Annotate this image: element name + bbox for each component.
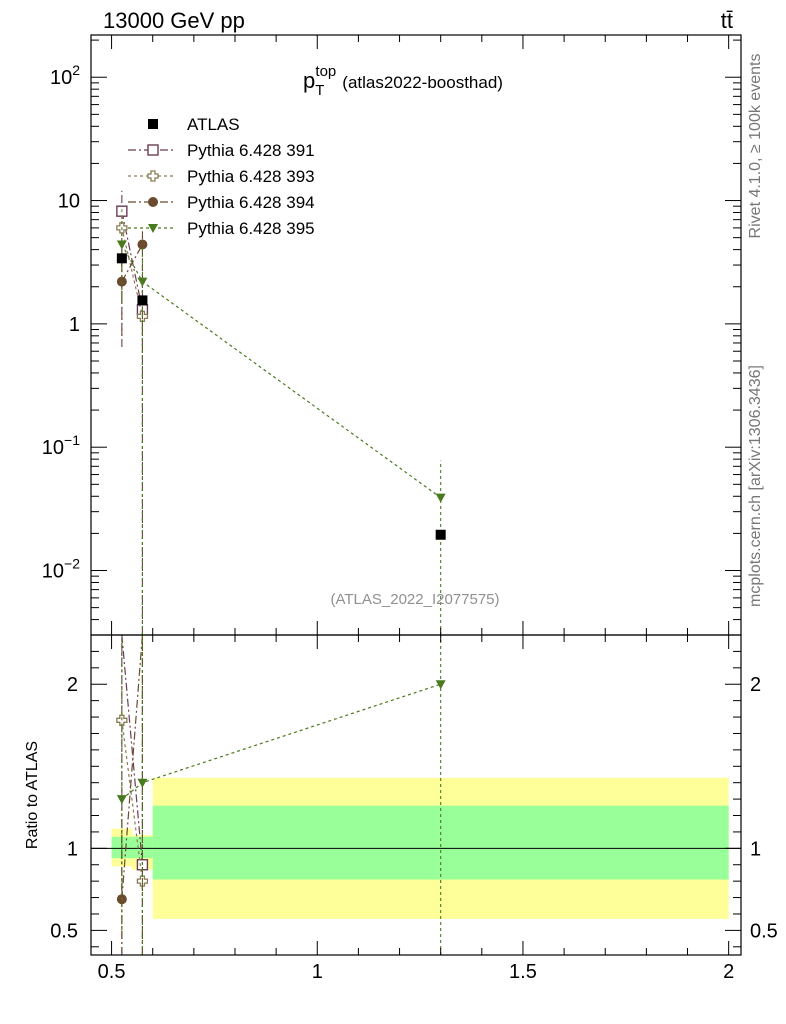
series-4 <box>116 219 446 955</box>
legend-label-4: Pythia 6.428 395 <box>187 219 315 238</box>
series-4-ratio-point-1 <box>137 778 148 788</box>
legend-label-1: Pythia 6.428 391 <box>187 141 315 160</box>
process-label: tt̄ <box>721 8 733 33</box>
legend-marker-1 <box>147 144 159 156</box>
plot-title-sup: top <box>315 63 336 80</box>
beam-label: 13000 GeV pp <box>103 8 245 33</box>
data-point-2 <box>435 529 446 540</box>
y-tick-label: 1 <box>69 314 80 336</box>
series-3-main-line <box>121 244 143 282</box>
y-tick-label: 10 <box>58 191 80 213</box>
x-tick-label: 0.5 <box>98 961 126 983</box>
legend-entry-4: Pythia 6.428 395 <box>128 219 315 238</box>
legend-marker-2 <box>147 170 159 182</box>
plot-title-main: p <box>303 68 315 93</box>
legend-marker-3 <box>148 197 158 207</box>
legend-entry-3: Pythia 6.428 394 <box>128 193 315 212</box>
x-tick-label: 2 <box>723 961 734 983</box>
series-4-ratio-point-0 <box>116 795 127 805</box>
analysis-watermark: (ATLAS_2022_I2077575) <box>330 591 499 608</box>
legend-marker-0 <box>148 119 158 129</box>
data-point-0 <box>116 253 127 264</box>
ratio-tick-label-right: 2 <box>750 674 761 696</box>
legend-label-2: Pythia 6.428 393 <box>187 167 315 186</box>
axis-ticks <box>91 35 741 955</box>
legend-marker-4 <box>148 224 158 233</box>
mcplots-label: mcplots.cern.ch [arXiv:1306.3436] <box>747 365 764 607</box>
plot-title-sub: T <box>315 82 324 99</box>
data-series <box>116 253 446 540</box>
legend-label-3: Pythia 6.428 394 <box>187 193 315 212</box>
series-4-point-0 <box>116 240 127 250</box>
legend-entry-1: Pythia 6.428 391 <box>128 141 315 160</box>
rivet-version-label: Rivet 4.1.0, ≥ 100k events <box>747 54 764 239</box>
y-tick-label: 10−1 <box>42 432 80 459</box>
plot-title-tag: (atlas2022-boosthad) <box>342 73 503 92</box>
legend-entry-2: Pythia 6.428 393 <box>128 167 315 186</box>
series-3-point-1 <box>137 239 148 250</box>
x-tick-label: 1.5 <box>509 961 537 983</box>
series-3-ratio-line <box>121 634 144 900</box>
legend: ATLAS Pythia 6.428 391 Pythia 6.428 393 Pyt… <box>128 115 315 238</box>
series-4-point-2 <box>435 493 446 503</box>
y-tick-label: 102 <box>50 62 80 89</box>
legend-entry-0: ATLAS <box>148 115 240 134</box>
ratio-tick-label-right: 0.5 <box>750 920 778 942</box>
ratio-tick-label-left: 1 <box>67 838 78 860</box>
tick-labels: 0.5 1 1.5 2 10−2 10−1 1 10 102 0.5 0.5 1 1 2 2 <box>42 62 778 983</box>
axes-frame <box>90 34 742 956</box>
legend-label-0: ATLAS <box>187 115 240 134</box>
plot-title: pTtop (atlas2022-boosthad) <box>303 63 503 99</box>
x-tick-label: 1 <box>312 961 323 983</box>
stat-band-2 <box>152 805 729 880</box>
ratio-panel-frame <box>90 634 742 956</box>
y-tick-label: 10−2 <box>42 556 80 583</box>
series-4-point-1 <box>137 277 148 287</box>
series-4-main-line <box>121 244 442 499</box>
series-4-ratio-point-2 <box>435 680 446 690</box>
ratio-tick-label-left: 0.5 <box>50 920 78 942</box>
ratio-tick-label-left: 2 <box>67 674 78 696</box>
series-1-ratio-line <box>121 634 144 865</box>
series-layer <box>116 190 446 955</box>
ratio-tick-label-right: 1 <box>750 838 761 860</box>
data-point-1 <box>137 295 148 306</box>
ratio-y-axis-label: Ratio to ATLAS <box>24 741 41 849</box>
